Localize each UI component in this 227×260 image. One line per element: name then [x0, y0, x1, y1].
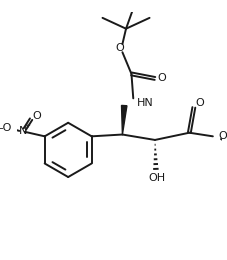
Text: HN: HN [137, 98, 154, 108]
Text: +: + [25, 124, 30, 129]
Text: O: O [32, 112, 41, 121]
Text: –O: –O [0, 123, 12, 133]
Text: O: O [195, 98, 204, 108]
Text: O: O [157, 73, 166, 83]
Text: O: O [218, 131, 227, 141]
Text: OH: OH [148, 173, 165, 183]
Text: N: N [19, 126, 27, 136]
Text: O: O [115, 43, 124, 53]
Polygon shape [121, 105, 127, 134]
